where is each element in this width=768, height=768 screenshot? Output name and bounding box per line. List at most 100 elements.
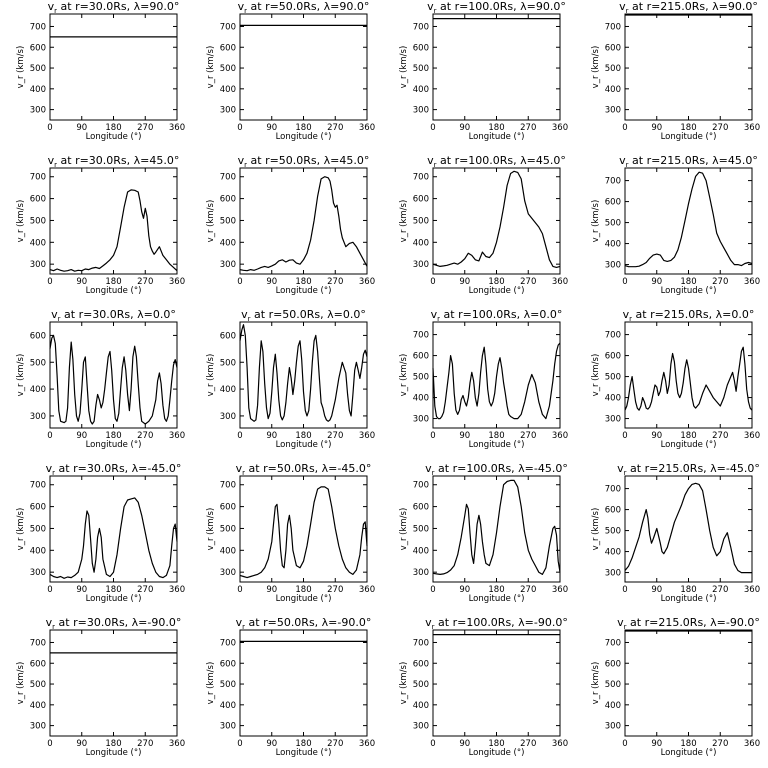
x-tick-label: 0 xyxy=(430,585,435,595)
x-tick-label: 180 xyxy=(295,123,311,133)
x-tick-label: 270 xyxy=(327,431,343,441)
x-tick-label: 180 xyxy=(295,431,311,441)
x-tick-label: 0 xyxy=(622,431,627,441)
y-axis-label: v_r (km/s) xyxy=(16,354,26,397)
panel-title: vr at r=30.0Rs, λ=45.0° xyxy=(48,154,180,169)
x-axis-label: Longitude (°) xyxy=(86,594,142,604)
y-tick-label: 400 xyxy=(30,546,46,556)
panel-4-3: vr at r=215.0Rs, λ=-90.0° 0 90 180 270 360 300… xyxy=(591,616,760,758)
x-tick-label: 180 xyxy=(680,431,696,441)
y-tick-label: 700 xyxy=(605,22,621,32)
x-tick-label: 180 xyxy=(105,585,121,595)
x-tick-label: 180 xyxy=(488,739,504,749)
y-tick-label: 500 xyxy=(413,64,429,74)
y-tick-label: 400 xyxy=(220,85,236,95)
x-tick-label: 180 xyxy=(105,123,121,133)
x-axis-label: Longitude (°) xyxy=(469,594,525,604)
x-tick-label: 180 xyxy=(680,585,696,595)
x-tick-label: 270 xyxy=(712,123,728,133)
x-tick-label: 360 xyxy=(359,123,375,133)
y-tick-label: 400 xyxy=(413,701,429,711)
y-tick-label: 300 xyxy=(30,260,46,270)
y-tick-label: 400 xyxy=(413,394,429,404)
panel-3-2: vr at r=100.0Rs, λ=-45.0° 0 90 180 270 360 300… xyxy=(399,462,568,604)
x-tick-label: 360 xyxy=(744,123,760,133)
x-tick-label: 0 xyxy=(47,739,52,749)
y-axis-label: v_r (km/s) xyxy=(591,46,601,89)
y-tick-label: 600 xyxy=(605,198,621,208)
x-tick-label: 0 xyxy=(430,123,435,133)
panel-4-0: vr at r=30.0Rs, λ=-90.0° 0 90 180 270 360 300 4… xyxy=(16,616,185,758)
y-tick-label: 600 xyxy=(605,659,621,669)
panel-3-3: vr at r=215.0Rs, λ=-45.0° 0 90 180 270 360 300… xyxy=(591,462,760,604)
y-tick-label: 400 xyxy=(605,394,621,404)
x-tick-label: 180 xyxy=(680,277,696,287)
plot-frame xyxy=(239,629,368,737)
y-tick-label: 400 xyxy=(30,238,46,248)
x-tick-label: 360 xyxy=(744,277,760,287)
y-axis-label: v_r (km/s) xyxy=(16,46,26,89)
plot-frame xyxy=(624,629,753,737)
x-tick-label: 180 xyxy=(488,431,504,441)
x-tick-label: 90 xyxy=(651,739,662,749)
x-tick-label: 0 xyxy=(430,739,435,749)
y-axis-label: v_r (km/s) xyxy=(206,662,216,705)
x-tick-label: 270 xyxy=(327,277,343,287)
y-tick-label: 300 xyxy=(605,415,621,425)
x-tick-label: 270 xyxy=(327,739,343,749)
y-tick-label: 300 xyxy=(220,106,236,116)
x-tick-label: 270 xyxy=(712,431,728,441)
x-tick-label: 360 xyxy=(744,585,760,595)
series-line xyxy=(239,324,368,422)
y-tick-label: 500 xyxy=(30,358,46,368)
y-tick-label: 400 xyxy=(413,85,429,95)
series-line xyxy=(239,176,368,272)
y-tick-label: 400 xyxy=(30,385,46,395)
panel-title: vr at r=100.0Rs, λ=0.0° xyxy=(431,308,563,323)
panel-3-0: vr at r=30.0Rs, λ=-45.0° 0 90 180 270 360 300 4… xyxy=(16,462,185,604)
plot-frame xyxy=(49,13,178,121)
x-tick-label: 90 xyxy=(76,277,87,287)
y-tick-label: 600 xyxy=(605,43,621,53)
x-tick-label: 180 xyxy=(680,123,696,133)
x-tick-label: 90 xyxy=(459,277,470,287)
x-tick-label: 270 xyxy=(520,123,536,133)
y-axis-label: v_r (km/s) xyxy=(399,200,409,243)
panel-title: vr at r=100.0Rs, λ=45.0° xyxy=(427,154,566,169)
panel-1-3: vr at r=215.0Rs, λ=45.0° 0 90 180 270 360 300 4… xyxy=(591,154,760,296)
series-line xyxy=(624,171,753,268)
y-tick-label: 600 xyxy=(30,43,46,53)
series-line xyxy=(432,170,561,268)
panel-2-2: vr at r=100.0Rs, λ=0.0° 0 90 180 270 360 300 40… xyxy=(399,308,568,450)
x-tick-label: 270 xyxy=(520,277,536,287)
y-tick-label: 400 xyxy=(30,701,46,711)
x-tick-label: 360 xyxy=(359,277,375,287)
y-tick-label: 300 xyxy=(605,569,621,579)
panel-title: vr at r=30.0Rs, λ=90.0° xyxy=(48,0,180,15)
y-tick-label: 600 xyxy=(220,195,236,205)
y-tick-label: 700 xyxy=(30,173,46,183)
y-tick-label: 600 xyxy=(30,331,46,341)
y-tick-label: 500 xyxy=(605,219,621,229)
y-tick-label: 300 xyxy=(413,415,429,425)
x-tick-label: 270 xyxy=(520,585,536,595)
y-axis-label: v_r (km/s) xyxy=(399,508,409,551)
y-axis-label: v_r (km/s) xyxy=(206,46,216,89)
x-tick-label: 270 xyxy=(137,739,153,749)
x-tick-label: 0 xyxy=(622,277,627,287)
x-tick-label: 180 xyxy=(488,277,504,287)
y-axis-label: v_r (km/s) xyxy=(206,354,216,397)
x-axis-label: Longitude (°) xyxy=(661,594,717,604)
y-tick-label: 300 xyxy=(220,412,236,422)
x-tick-label: 180 xyxy=(295,277,311,287)
x-tick-label: 90 xyxy=(266,123,277,133)
series-line xyxy=(432,479,561,576)
x-tick-label: 0 xyxy=(47,123,52,133)
y-tick-label: 300 xyxy=(413,260,429,270)
x-tick-label: 90 xyxy=(266,277,277,287)
x-tick-label: 90 xyxy=(459,739,470,749)
y-tick-label: 400 xyxy=(605,701,621,711)
y-tick-label: 400 xyxy=(220,385,236,395)
panel-title: vr at r=100.0Rs, λ=-90.0° xyxy=(425,616,568,631)
